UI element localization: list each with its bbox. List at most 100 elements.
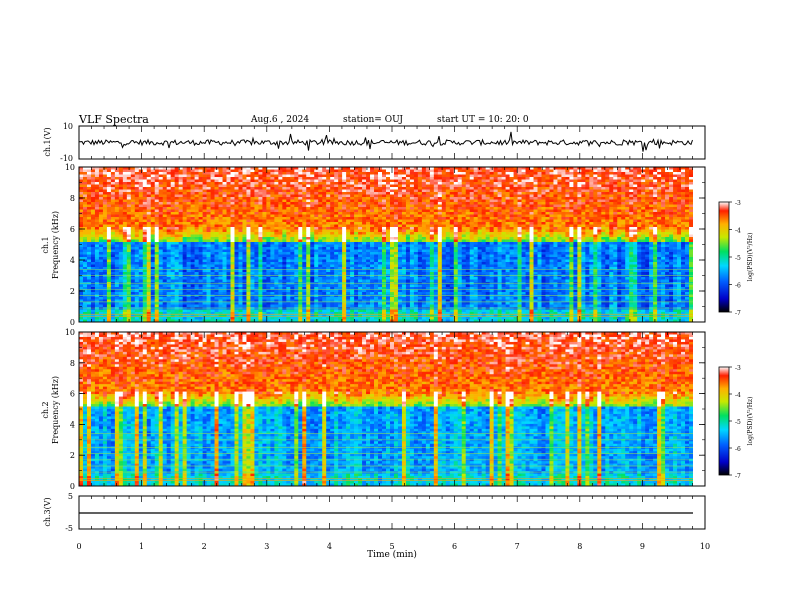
spectrogram-cell (142, 249, 148, 253)
spectrogram-cell (166, 287, 171, 290)
spectrogram-cell (306, 187, 311, 190)
spectrogram-cell (234, 189, 239, 193)
spectrogram-cell (326, 202, 331, 205)
spectrogram-cell (166, 244, 171, 248)
spectrogram-cell (162, 259, 168, 263)
spectrogram-cell (298, 189, 303, 193)
spectrogram-cell (118, 319, 124, 322)
spectrogram-cell (346, 212, 351, 215)
spectrogram-cell (350, 184, 355, 188)
spectrogram-cell (170, 279, 175, 283)
spectrogram-cell (354, 259, 359, 263)
spectrogram-cell (82, 189, 88, 193)
spectrogram-cell (354, 217, 359, 220)
spectrogram-cell (90, 177, 96, 180)
spectrogram-cell (358, 187, 363, 190)
spectrogram-cell (362, 314, 367, 318)
spectrogram-cell (314, 297, 319, 300)
spectrogram-cell (270, 179, 275, 183)
spectrogram-cell (362, 279, 367, 283)
spectrogram-cell (142, 257, 148, 260)
spectrogram-cell (362, 289, 367, 293)
spectrogram-cell (254, 262, 259, 265)
spectrogram-cell (286, 244, 291, 248)
spectrogram-cell (298, 239, 303, 243)
spectrogram-cell (210, 239, 215, 243)
spectrogram-cell (350, 309, 355, 313)
spectrogram-cell (302, 237, 307, 240)
spectrogram-cell (170, 269, 175, 273)
spectrogram-cell (346, 317, 351, 320)
spectrogram-cell (142, 212, 148, 215)
spectrogram-cell (150, 189, 156, 193)
spectrogram-cell (130, 182, 136, 185)
spectrogram-cell (350, 167, 355, 170)
spectrogram-cell (378, 212, 383, 215)
spectrogram-cell (334, 289, 339, 293)
spectrogram-cell (166, 319, 171, 322)
spectrogram-cell (79, 272, 84, 275)
spectrogram-cell (190, 297, 195, 300)
spectrogram-cell (102, 232, 108, 235)
spectrogram-cell (138, 312, 144, 315)
spectrogram-cell (170, 169, 175, 173)
spectrogram-cell (134, 259, 140, 263)
spectrogram-cell (122, 289, 128, 293)
spectrogram-cell (346, 269, 351, 273)
spectrogram-cell (322, 187, 327, 190)
spectrogram-cell (270, 204, 275, 208)
spectrogram-cell (102, 299, 108, 303)
spectrogram-cell (198, 194, 203, 198)
spectrogram-cell (174, 267, 179, 270)
spectrogram-cell (366, 222, 371, 225)
spectrogram-cell (294, 197, 299, 200)
spectrogram-cell (302, 239, 307, 243)
spectrogram-cell (382, 227, 387, 230)
spectrogram-cell (286, 247, 291, 250)
spectrogram-cell (186, 319, 191, 322)
spectrogram-cell (334, 292, 339, 295)
spectrogram-cell (282, 284, 287, 288)
spectrogram-cell (290, 179, 295, 183)
spectrogram-cell (122, 269, 128, 273)
spectrogram-cell (186, 252, 191, 255)
spectrogram-cell (254, 237, 259, 240)
spectrogram-cell (182, 257, 187, 260)
spectrogram-cell (190, 232, 195, 235)
spectrogram-cell (142, 264, 148, 268)
spectrogram-cell (262, 289, 267, 293)
spectrogram-cell (310, 222, 315, 225)
spectrogram-cell (370, 287, 375, 290)
spectrogram-cell (294, 182, 299, 185)
spectrogram-cell (214, 269, 219, 273)
spectrogram-cell (150, 317, 156, 320)
spectrogram-cell (242, 239, 247, 243)
spectrogram-cell (258, 222, 263, 225)
spectrogram-cell (102, 182, 108, 185)
spectrogram-cell (142, 194, 148, 198)
spectrogram-cell (174, 174, 179, 178)
spectrogram-cell (278, 239, 283, 243)
spectrogram-cell (222, 212, 227, 215)
spectrogram-cell (122, 182, 128, 185)
spectrogram-cell (162, 309, 168, 313)
spectrogram-cell (382, 267, 387, 270)
spectrogram-cell (206, 167, 211, 170)
spectrogram-cell (226, 199, 231, 203)
spectrogram-cell (342, 192, 347, 195)
spectrogram-cell (230, 219, 235, 223)
spectrogram-cell (138, 237, 144, 240)
spectrogram-cell (94, 197, 100, 200)
spectrogram-cell (386, 232, 391, 235)
spectrogram-cell (230, 199, 235, 203)
spectrogram-cell (358, 227, 363, 230)
spectrogram-cell (366, 277, 371, 280)
spectrogram-cell (334, 197, 339, 200)
spectrogram-cell (218, 182, 223, 185)
spectrogram-cell (318, 182, 323, 185)
spectrogram-cell (190, 299, 195, 303)
spectrogram-cell (278, 274, 283, 278)
spectrogram-cell (202, 232, 207, 235)
spectrogram-cell (126, 244, 132, 248)
spectrogram-cell (146, 302, 152, 305)
